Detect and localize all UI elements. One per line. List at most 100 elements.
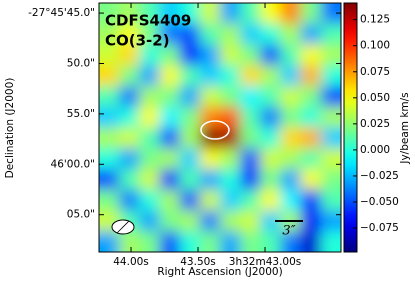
map-cell	[280, 86, 302, 108]
colorbar	[343, 2, 358, 253]
colorbar-tick-label: 0.050	[360, 92, 390, 104]
map-cell	[280, 106, 302, 128]
map-cell	[220, 148, 241, 170]
map-cell	[159, 231, 181, 252]
map-cell	[300, 148, 322, 170]
map-cell	[119, 106, 140, 128]
map-cell	[300, 127, 322, 149]
map-cell	[199, 65, 221, 87]
map-cell	[260, 86, 281, 108]
y-tick-label: 55.0"	[67, 108, 95, 120]
map-cell	[199, 44, 221, 66]
map-cell	[320, 23, 341, 45]
x-axis-title: Right Ascension (J2000)	[157, 266, 282, 278]
map-cell	[260, 231, 281, 252]
colorbar-tick-label: 0.025	[360, 118, 390, 130]
map-cell	[220, 127, 241, 149]
map-cell	[119, 169, 140, 191]
map-cell	[119, 231, 140, 252]
map-cell	[260, 3, 281, 25]
map-cell	[220, 86, 241, 108]
map-cell	[119, 23, 140, 45]
map-cell	[139, 148, 160, 170]
map-cell	[280, 3, 302, 25]
map-cell	[179, 210, 201, 232]
y-axis-title: Declination (J2000)	[4, 78, 16, 179]
map-cell	[139, 23, 160, 45]
x-tick-label: 3h32m43.00s	[229, 256, 301, 268]
map-cell	[159, 106, 181, 128]
map-cell	[260, 23, 281, 45]
map-cell	[159, 189, 181, 211]
chart-subtitle: CO(3-2)	[105, 32, 170, 50]
map-cell	[280, 189, 302, 211]
x-tick-label: 43.50s	[180, 256, 216, 268]
map-cell	[300, 3, 322, 25]
chart-title: CDFS4409	[105, 12, 191, 30]
map-cell	[99, 148, 120, 170]
map-cell	[179, 148, 201, 170]
map-cell	[320, 210, 341, 232]
map-cell	[179, 23, 201, 45]
map-cell	[260, 65, 281, 87]
map-cell	[220, 23, 241, 45]
map-cell	[300, 210, 322, 232]
map-cell	[300, 189, 322, 211]
map-cell	[139, 65, 160, 87]
map-cell	[119, 3, 140, 25]
map-cell	[300, 169, 322, 191]
map-cell	[139, 3, 160, 25]
map-cell	[280, 231, 302, 252]
map-cell	[280, 23, 302, 45]
map-cell	[159, 148, 181, 170]
map-cell	[179, 127, 201, 149]
scale-bar-label: 3″	[282, 224, 295, 239]
map-cell	[99, 106, 120, 128]
colorbar-title: Jy/beam km/s	[399, 92, 411, 164]
map-cell	[119, 189, 140, 211]
overlay: 3″ CDFS4409 CO(3-2)	[105, 12, 303, 239]
map-cell	[99, 127, 120, 149]
map-cell	[240, 23, 261, 45]
map-cell	[240, 148, 261, 170]
plot-frame	[98, 2, 342, 253]
colorbar-tick-label: 0.125	[360, 14, 390, 26]
map-cell	[280, 127, 302, 149]
map-cell	[240, 44, 261, 66]
beam-hatch	[116, 220, 130, 234]
map-cell	[220, 3, 241, 25]
map-cell	[159, 3, 181, 25]
map-cell	[99, 231, 120, 252]
map-cell	[119, 44, 140, 66]
map-cell	[300, 106, 322, 128]
map-cell	[260, 148, 281, 170]
map-cell	[260, 106, 281, 128]
map-cell	[240, 189, 261, 211]
map-cell	[280, 148, 302, 170]
map-cell	[220, 210, 241, 232]
map-cell	[119, 148, 140, 170]
map-cell	[139, 189, 160, 211]
map-cell	[320, 86, 341, 108]
colorbar-tick-label: −0.050	[360, 196, 399, 208]
y-tick-label: 05.0"	[67, 209, 95, 221]
map-cell	[99, 44, 120, 66]
map-cell	[320, 231, 341, 252]
map-cell	[99, 3, 120, 25]
colorbar-tick-label: 0.100	[360, 40, 390, 52]
map-cell	[119, 65, 140, 87]
map-cell	[139, 231, 160, 252]
map-cell	[260, 44, 281, 66]
map-cell	[300, 231, 322, 252]
map-cell	[220, 189, 241, 211]
map-cell	[179, 3, 201, 25]
map-cell	[320, 127, 341, 149]
map-cell	[280, 169, 302, 191]
map-cell	[300, 44, 322, 66]
map-cell	[260, 169, 281, 191]
map-cell	[159, 210, 181, 232]
map-cell	[320, 3, 341, 25]
map-cell	[240, 86, 261, 108]
map-cell	[240, 65, 261, 87]
colorbar-tick-label: −0.075	[360, 222, 399, 234]
